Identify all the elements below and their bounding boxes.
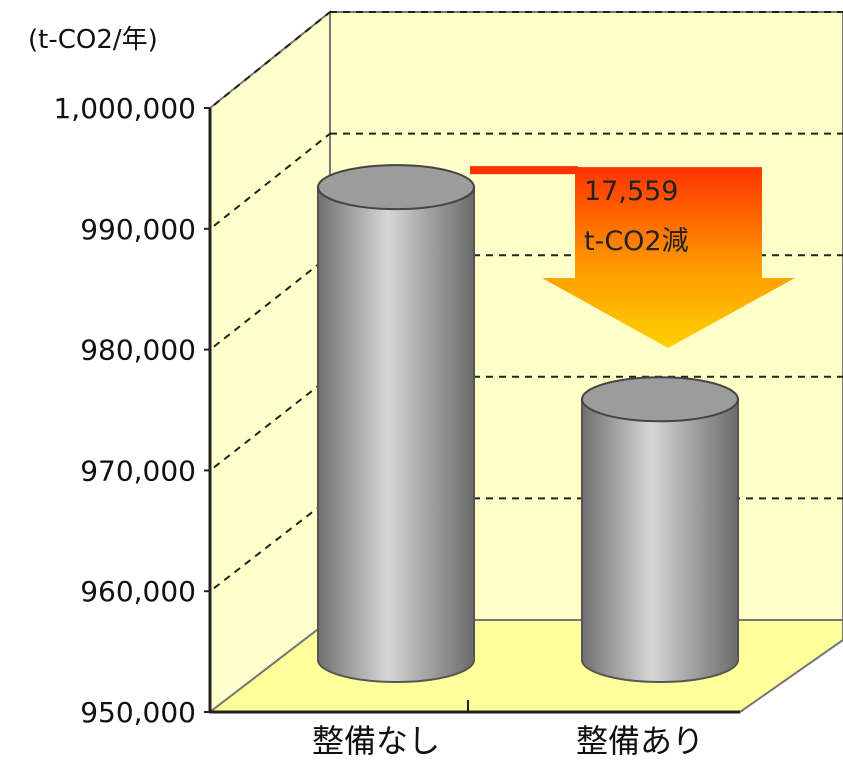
category-label: 整備なし: [312, 722, 440, 760]
reduction-arrow: 17,559 t-CO2減: [470, 166, 795, 348]
y-tick-label: 1,000,000: [53, 92, 196, 125]
y-unit-label: (t-CO2/年): [28, 25, 158, 55]
bar-top: [581, 376, 739, 423]
y-tick-label: 960,000: [80, 575, 196, 608]
y-tick-label: 950,000: [80, 696, 196, 729]
gridline-side: [213, 11, 331, 106]
y-tick-label: 990,000: [80, 213, 196, 246]
bar-body: [317, 186, 475, 683]
category-labels: 整備なし 整備あり: [312, 722, 704, 760]
reduction-amount: 17,559: [584, 176, 678, 207]
category-label: 整備あり: [576, 722, 704, 760]
gridline-side: [213, 132, 331, 227]
gridline-side: [213, 254, 331, 348]
gridline-side: [213, 376, 331, 469]
y-tick-labels: 1,000,000 990,000 980,000 970,000 960,000 950…: [53, 92, 210, 729]
reduction-unit: t-CO2減: [584, 226, 689, 257]
gridlines: [213, 11, 843, 589]
bars: [317, 164, 739, 683]
reduction-arrow-shape: [542, 167, 795, 348]
gridline-side: [213, 497, 331, 589]
y-tick-label: 980,000: [80, 334, 196, 367]
side-wall: [209, 9, 331, 715]
reduction-marker-line: [470, 166, 578, 175]
bar-top: [317, 164, 475, 211]
y-tick-label: 970,000: [80, 454, 196, 487]
bar-body: [581, 398, 739, 683]
